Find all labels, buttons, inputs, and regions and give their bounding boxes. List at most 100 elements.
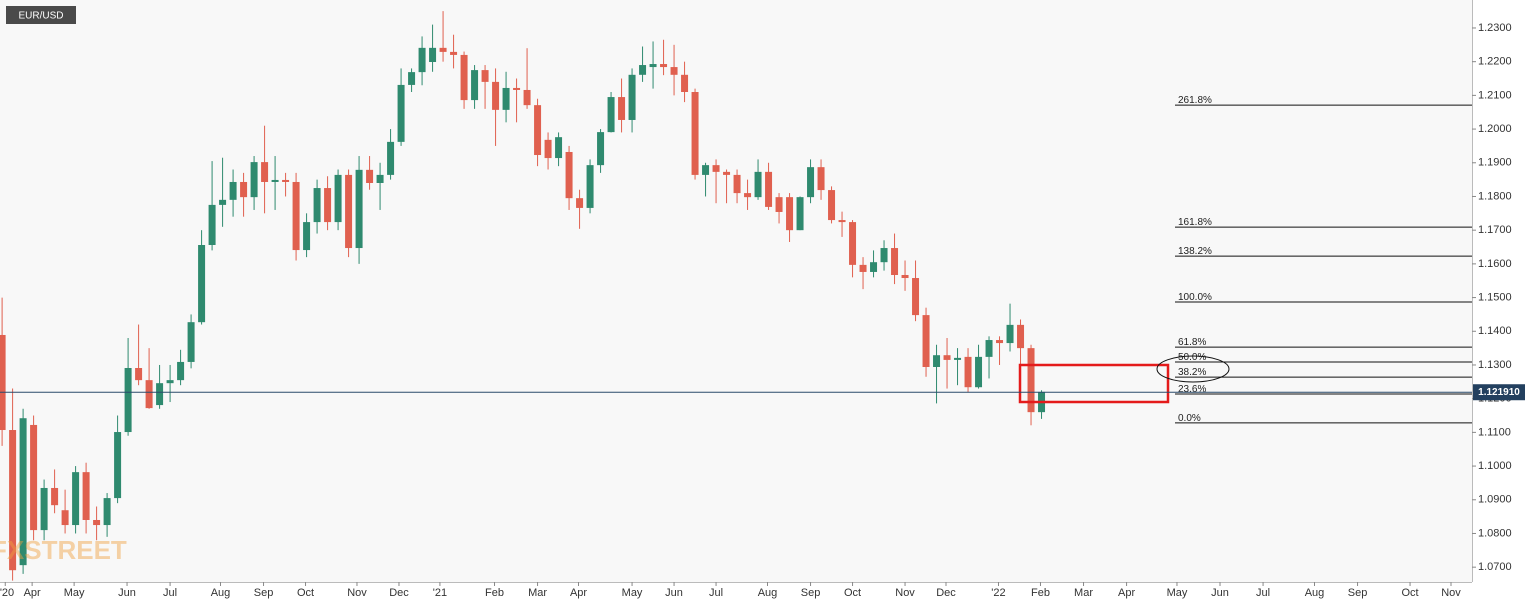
y-tick-label: 1.2000 bbox=[1478, 123, 1512, 135]
candle-body bbox=[618, 97, 626, 120]
candle-body bbox=[313, 188, 321, 223]
x-tick-label: Nov bbox=[1441, 587, 1461, 599]
x-tick-label: Mar bbox=[528, 587, 547, 599]
candle-body bbox=[586, 165, 594, 208]
x-tick-label: Feb bbox=[1031, 587, 1050, 599]
plot-background bbox=[0, 0, 1472, 582]
candle-body bbox=[985, 340, 993, 357]
x-tick-label: '20 bbox=[0, 587, 14, 599]
y-tick-label: 1.1100 bbox=[1478, 426, 1511, 438]
candle-body bbox=[964, 356, 972, 388]
candle-body bbox=[124, 368, 132, 433]
candle-body bbox=[838, 220, 846, 223]
candle-body bbox=[156, 383, 164, 406]
x-tick-label: Jul bbox=[709, 587, 723, 599]
highlight-box bbox=[1018, 363, 1170, 404]
candle-body bbox=[376, 174, 384, 183]
candle-body bbox=[334, 174, 342, 223]
fib-label: 50.0% bbox=[1178, 352, 1206, 363]
candle-body bbox=[996, 340, 1004, 344]
x-tick-label: Dec bbox=[936, 587, 956, 599]
y-tick-label: 1.1000 bbox=[1478, 460, 1512, 472]
candle-body bbox=[19, 418, 27, 566]
x-tick-label: Jul bbox=[1256, 587, 1270, 599]
x-tick-label: Aug bbox=[211, 587, 231, 599]
fib-label: 61.8% bbox=[1178, 337, 1206, 348]
candle-body bbox=[891, 248, 899, 275]
x-tick-label: Jun bbox=[665, 587, 683, 599]
candle-body bbox=[345, 174, 353, 249]
candle-body bbox=[492, 81, 500, 110]
candle-body bbox=[607, 97, 615, 133]
y-tick-label: 1.1700 bbox=[1478, 224, 1512, 236]
candle-body bbox=[1017, 324, 1025, 349]
y-tick-label: 1.1800 bbox=[1478, 190, 1512, 202]
x-tick-label: May bbox=[64, 587, 85, 599]
candle-body bbox=[754, 171, 762, 198]
candle-body bbox=[555, 137, 563, 159]
candle-body bbox=[387, 141, 395, 175]
x-tick-label: Aug bbox=[758, 587, 778, 599]
candle-body bbox=[597, 132, 605, 166]
candle-body bbox=[51, 487, 59, 506]
candle-body bbox=[9, 430, 17, 571]
candle-body bbox=[187, 322, 195, 362]
x-tick-label: Jun bbox=[118, 587, 136, 599]
x-tick-label: Apr bbox=[24, 587, 41, 599]
candle-body bbox=[880, 248, 888, 263]
candle-body bbox=[775, 197, 783, 212]
candle-body bbox=[702, 165, 710, 175]
highlight-ellipse bbox=[1156, 355, 1230, 383]
x-tick-label: May bbox=[1167, 587, 1188, 599]
candle-body bbox=[114, 432, 122, 499]
last-price-label: 1.121910 bbox=[1478, 387, 1520, 398]
candle-body bbox=[975, 356, 983, 388]
candle-body bbox=[82, 472, 90, 520]
fib-label: 161.8% bbox=[1178, 217, 1212, 228]
candle-body bbox=[250, 162, 258, 198]
candle-body bbox=[292, 181, 300, 251]
candle-body bbox=[933, 355, 941, 367]
candle-body bbox=[103, 498, 111, 526]
candle-body bbox=[565, 151, 573, 199]
fib-label: 100.0% bbox=[1178, 292, 1212, 303]
last-price-badge bbox=[1473, 384, 1525, 401]
candle-body bbox=[649, 64, 657, 68]
x-tick-label: Jun bbox=[1211, 587, 1229, 599]
x-tick-label: Feb bbox=[485, 587, 504, 599]
y-tick-label: 1.1500 bbox=[1478, 291, 1512, 303]
x-tick-label: Sep bbox=[254, 587, 274, 599]
candle-body bbox=[324, 188, 332, 223]
candle-body bbox=[481, 70, 489, 82]
candle-body bbox=[828, 190, 836, 221]
candle-body bbox=[744, 193, 752, 198]
candle-body bbox=[807, 167, 815, 198]
candle-body bbox=[240, 181, 248, 198]
x-tick-label: May bbox=[622, 587, 643, 599]
candle-body bbox=[576, 198, 584, 208]
candle-body bbox=[765, 171, 773, 207]
symbol-badge bbox=[6, 6, 76, 24]
candle-body bbox=[817, 167, 825, 191]
symbol-label: EUR/USD bbox=[18, 11, 63, 22]
candle-body bbox=[922, 315, 930, 367]
candle-body bbox=[691, 92, 699, 175]
candle-body bbox=[418, 47, 426, 73]
candle-body bbox=[796, 197, 804, 231]
x-tick-label: Oct bbox=[297, 587, 314, 599]
candle-body bbox=[93, 519, 101, 526]
y-tick-label: 1.0700 bbox=[1478, 561, 1512, 573]
candle-body bbox=[219, 199, 227, 205]
x-tick-label: Sep bbox=[801, 587, 821, 599]
candle-body bbox=[261, 162, 269, 182]
candle-body bbox=[859, 264, 867, 272]
candle-body bbox=[303, 222, 311, 251]
candle-body bbox=[135, 368, 143, 381]
y-tick-label: 1.0900 bbox=[1478, 494, 1512, 506]
x-tick-label: Oct bbox=[844, 587, 861, 599]
candle-body bbox=[901, 274, 909, 279]
y-tick-label: 1.2200 bbox=[1478, 56, 1512, 68]
candle-body bbox=[502, 87, 510, 110]
fib-label: 38.2% bbox=[1178, 367, 1206, 378]
